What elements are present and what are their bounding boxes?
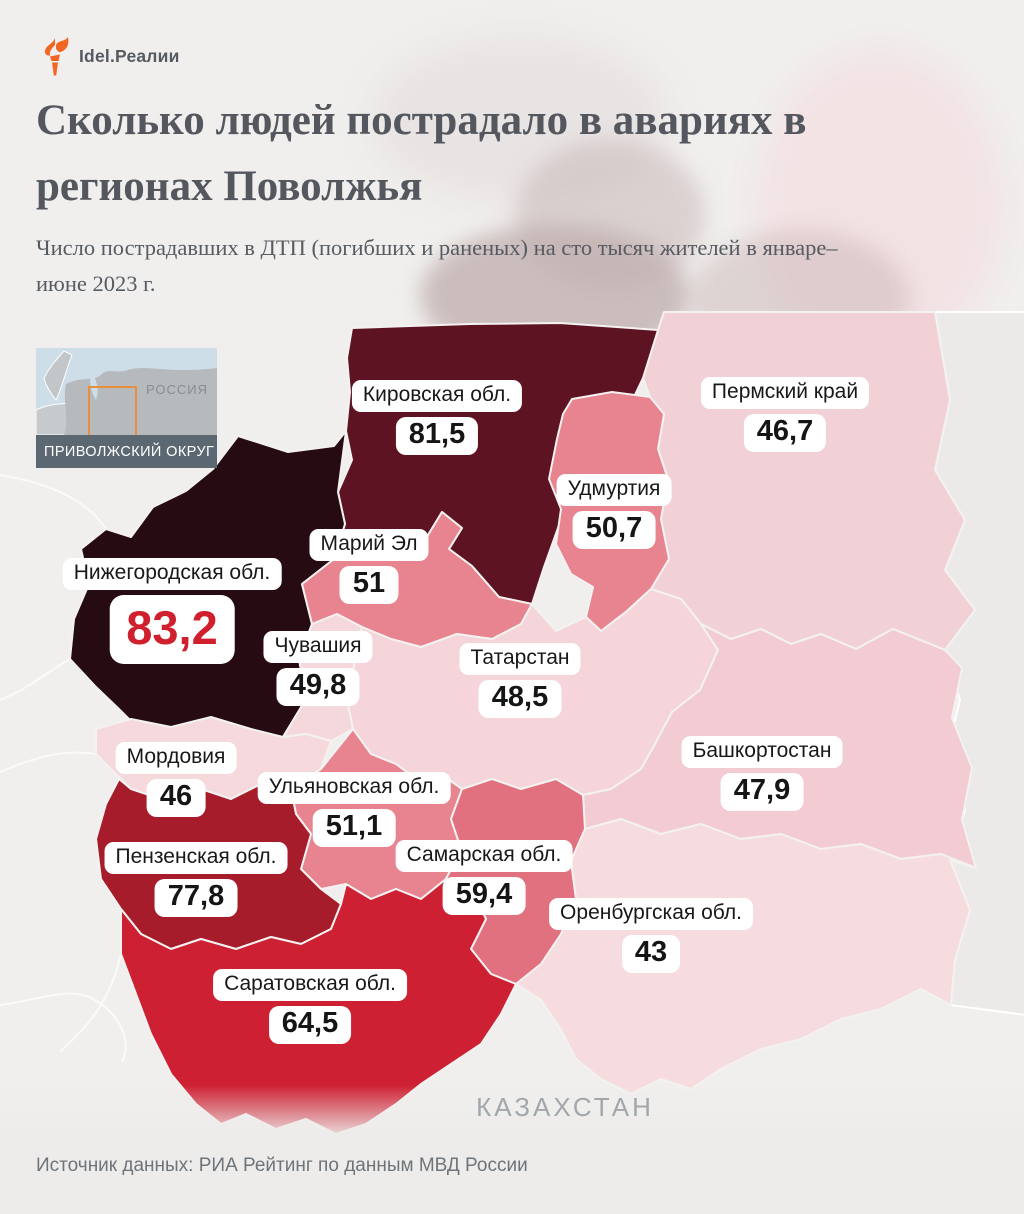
label-kirovskaya-obl: Кировская обл. 81,5: [351, 380, 523, 455]
label-bashkortostan: Башкортостан 47,9: [681, 736, 843, 811]
locator-highlight-box: [88, 386, 137, 435]
region-value: 50,7: [572, 511, 656, 549]
footer: Источник данных: РИА Рейтинг по данным М…: [0, 1140, 1024, 1214]
region-value: 51,1: [312, 809, 396, 847]
locator-country-label: РОССИЯ: [145, 382, 208, 397]
locator-map: РОССИЯ: [36, 348, 217, 435]
locator-district-bar: ПРИВОЛЖСКИЙ ОКРУГ: [36, 435, 217, 468]
page-subtitle: Число пострадавших в ДТП (погибших и ран…: [36, 230, 996, 302]
region-value: 64,5: [268, 1006, 352, 1044]
region-value: 81,5: [395, 417, 479, 455]
page-title: Сколько людей пострадало в авариях в рег…: [36, 88, 986, 220]
data-source-note: Источник данных: РИА Рейтинг по данным М…: [36, 1155, 528, 1176]
brand-logo: Idel.Реалии: [40, 36, 180, 76]
label-permskiy-kray: Пермский край 46,7: [700, 377, 870, 452]
label-udmurtia: Удмуртия 50,7: [556, 474, 672, 549]
label-chuvashia: Чувашия 49,8: [263, 631, 373, 706]
region-value: 51: [339, 566, 399, 604]
region-permskiy-kray: [642, 311, 976, 651]
subtitle-line-2: июне 2023 г.: [36, 271, 156, 296]
region-orenburgskaya-obl: [515, 818, 977, 1095]
label-mordovia: Мордовия 46: [115, 742, 237, 817]
label-penzenskaya-obl: Пензенская обл. 77,8: [104, 842, 288, 917]
region-name: Оренбургская обл.: [549, 898, 753, 930]
region-name: Башкортостан: [681, 736, 843, 768]
region-value: 77,8: [154, 879, 238, 917]
region-name: Пермский край: [700, 377, 870, 409]
title-line-2: регионах Поволжья: [36, 163, 423, 210]
region-name: Мордовия: [115, 742, 237, 774]
region-value: 47,9: [720, 773, 804, 811]
subtitle-line-1: Число пострадавших в ДТП (погибших и ран…: [36, 235, 838, 260]
region-name: Ульяновская обл.: [257, 772, 451, 804]
label-ulyanovskaya-obl: Ульяновская обл. 51,1: [257, 772, 451, 847]
background-borders: [0, 474, 127, 1063]
region-name: Саратовская обл.: [213, 969, 407, 1001]
label-samarskaya-obl: Самарская обл. 59,4: [395, 840, 573, 915]
label-mariy-el: Марий Эл 51: [309, 529, 429, 604]
region-name: Марий Эл: [309, 529, 429, 561]
region-name: Пензенская обл.: [104, 842, 288, 874]
region-name: Кировская обл.: [351, 380, 523, 412]
region-value: 48,5: [478, 680, 562, 718]
region-name: Нижегородская обл.: [62, 558, 282, 590]
label-saratovskaya-obl: Саратовская обл. 64,5: [213, 969, 407, 1044]
locator-inset: РОССИЯ ПРИВОЛЖСКИЙ ОКРУГ: [36, 348, 217, 468]
region-value: 46: [146, 779, 206, 817]
label-tatarstan: Татарстан 48,5: [459, 643, 581, 718]
title-line-1: Сколько людей пострадало в авариях в: [36, 97, 807, 144]
region-name: Чувашия: [263, 631, 373, 663]
kazakhstan-label: КАЗАХСТАН: [476, 1092, 654, 1122]
region-value: 59,4: [442, 877, 526, 915]
brand-name: Idel.Реалии: [79, 45, 180, 66]
torch-icon: [40, 36, 70, 76]
region-value: 49,8: [276, 668, 360, 706]
region-value: 46,7: [743, 414, 827, 452]
region-value: 43: [621, 935, 681, 973]
region-value: 83,2: [109, 595, 235, 664]
label-orenburgskaya-obl: Оренбургская обл. 43: [549, 898, 753, 973]
region-name: Самарская обл.: [395, 840, 573, 872]
region-name: Татарстан: [459, 643, 581, 675]
label-nizhegorodskaya-obl: Нижегородская обл. 83,2: [62, 558, 282, 664]
region-name: Удмуртия: [556, 474, 672, 506]
